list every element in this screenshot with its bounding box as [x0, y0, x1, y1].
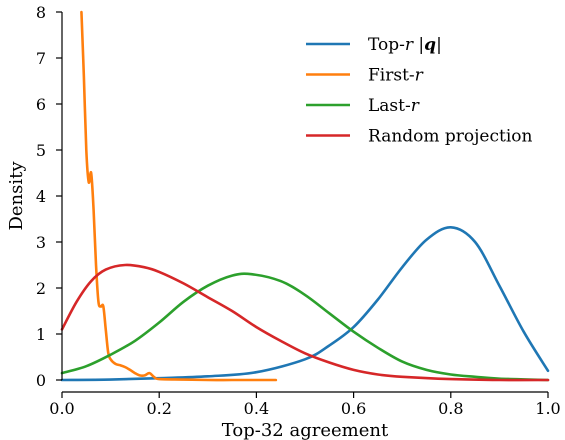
x-tick-label: 0.8	[438, 399, 463, 418]
legend-label-part: Random projection	[368, 127, 533, 147]
y-tick-label: 3	[36, 233, 46, 252]
x-axis-label: Top-32 agreement	[222, 420, 389, 440]
y-tick-label: 2	[36, 279, 46, 298]
legend-label-part: |	[413, 35, 424, 55]
y-tick-label: 1	[36, 325, 46, 344]
x-tick-label: 0.6	[341, 399, 366, 418]
y-tick-label: 7	[36, 49, 46, 68]
legend-label-part: Top-	[368, 35, 405, 55]
series-line-2	[60, 272, 550, 382]
x-tick-label: 0.4	[244, 399, 269, 418]
legend-label-part: |	[436, 35, 442, 55]
legend-label-part: First-	[368, 66, 415, 86]
legend-label-part: r	[415, 66, 424, 86]
legend-label-0: Top-r |q|	[368, 35, 442, 55]
series-line-0	[60, 225, 550, 382]
y-tick-label: 0	[36, 371, 46, 390]
y-axis-label: Density	[6, 161, 27, 231]
series-line-1	[80, 10, 278, 382]
y-ticks: 0 1 2 3 4 5 6 7 8	[36, 3, 62, 390]
x-tick-label: 0.2	[146, 399, 171, 418]
legend-label-part: r	[411, 96, 420, 116]
x-ticks: 0.0 0.2 0.4 0.6 0.8 1.0	[49, 392, 561, 418]
legend-label-3: Random projection	[368, 127, 533, 147]
legend-label-2: Last-r	[368, 96, 420, 116]
y-tick-label: 6	[36, 95, 46, 114]
x-tick-label: 0.0	[49, 399, 74, 418]
legend-label-1: First-r	[368, 66, 424, 86]
legend-label-part: q	[424, 35, 436, 55]
y-tick-label: 4	[36, 187, 46, 206]
legend-label-part: Last-	[368, 96, 411, 116]
y-tick-label: 8	[36, 3, 46, 22]
series-line-3	[60, 263, 550, 382]
legend-label-part: r	[405, 35, 414, 55]
x-tick-label: 1.0	[535, 399, 560, 418]
series-layer	[60, 10, 550, 382]
y-tick-label: 5	[36, 141, 46, 160]
